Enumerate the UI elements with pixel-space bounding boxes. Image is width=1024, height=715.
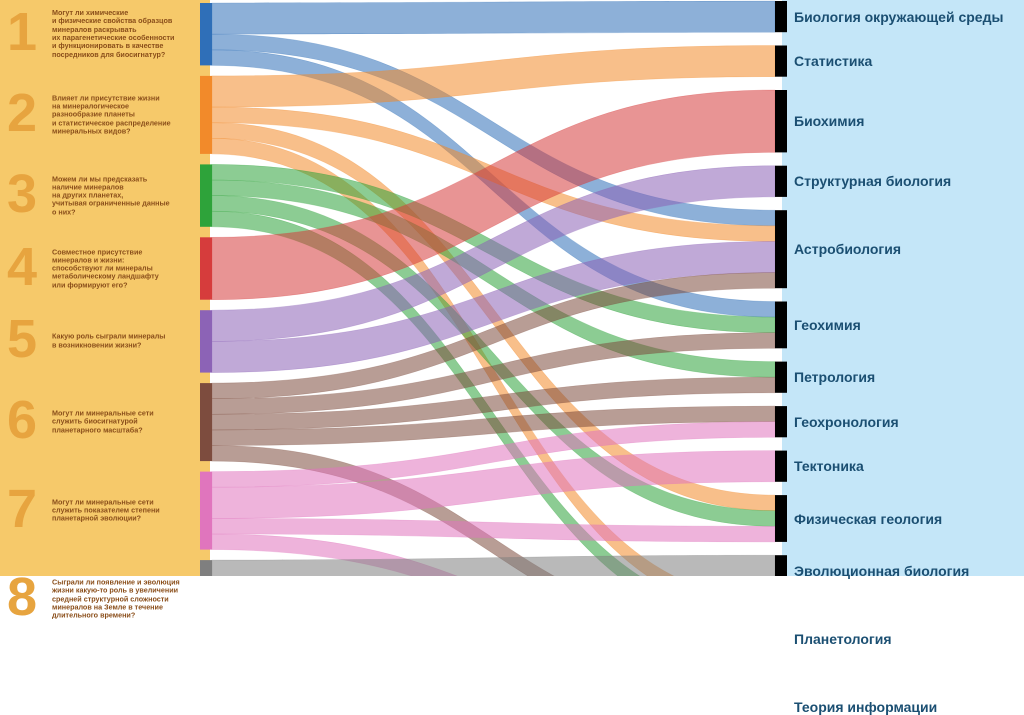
- topic-label: Эволюционная биология: [794, 562, 970, 579]
- questions-panel: [0, 0, 210, 576]
- question-node-bar: [200, 237, 212, 300]
- topic-label: Структурная биология: [794, 173, 952, 190]
- question-number: 5: [6, 309, 38, 370]
- question-node-bar: [200, 383, 212, 462]
- topic-label: Статистика: [794, 53, 873, 70]
- topic-node-bar: [775, 495, 787, 542]
- question-number: 4: [6, 236, 38, 297]
- question-node-bar: [200, 310, 212, 373]
- topic-node-bar: [775, 45, 787, 77]
- topic-label: Геохронология: [794, 413, 899, 430]
- question-text: Могут ли минеральные сети служить показа…: [52, 497, 160, 523]
- topic-label: Физическая геология: [794, 510, 943, 527]
- sankey-diagram: [200, 0, 787, 576]
- topic-node-bars: [775, 1, 787, 576]
- question-number: 6: [6, 390, 38, 451]
- question-node-bar: [200, 164, 212, 227]
- question-text: Какую роль сыграли минералы в возникнове…: [52, 332, 166, 350]
- question-number: 1: [6, 2, 38, 63]
- question-text: Влияет ли присутствие жизни на минералог…: [52, 93, 171, 136]
- topic-label: Тектоника: [794, 458, 864, 475]
- topics-panel: [782, 0, 1024, 576]
- flow-link: [211, 554, 776, 576]
- question-text: Сыграли ли появление и эволюция жизни ка…: [52, 577, 180, 620]
- question-node-bar: [200, 75, 212, 154]
- topic-node-bar: [775, 1, 787, 33]
- topic-node-bar: [775, 165, 787, 197]
- question-node-bar: [200, 471, 212, 550]
- question-number: 3: [6, 163, 38, 224]
- flow-links: [211, 0, 776, 576]
- topic-label: Биохимия: [794, 113, 865, 130]
- question-number: 2: [6, 82, 38, 143]
- topic-node-bar: [775, 555, 787, 576]
- question-text: Можем ли мы предсказать наличие минерало…: [52, 173, 170, 217]
- question-number: 7: [6, 478, 38, 539]
- topic-node-bar: [775, 406, 787, 438]
- topic-node-bar: [775, 210, 787, 289]
- topic-node-bar: [775, 90, 787, 153]
- topic-label: Петрология: [794, 369, 876, 386]
- topic-label: Астробиология: [794, 241, 901, 258]
- question-text: Могут ли минеральные сети служить биосиг…: [52, 408, 154, 435]
- question-number: 8: [6, 567, 38, 628]
- topic-label: Теория информации: [794, 698, 938, 715]
- topic-label: Геохимия: [794, 316, 861, 333]
- topic-node-bar: [775, 301, 787, 349]
- question-text: Совместное присутствие минералов и жизни…: [52, 246, 159, 289]
- question-text: Могут ли химические и физические свойств…: [52, 8, 175, 59]
- question-node-bar: [200, 3, 212, 66]
- question-node-bars: [200, 3, 212, 576]
- topic-node-bar: [775, 361, 787, 393]
- topic-label: Планетология: [794, 630, 892, 647]
- topic-node-bar: [775, 450, 787, 482]
- flow-link: [211, 0, 776, 35]
- topic-label: Биология окружающей среды: [794, 8, 1004, 25]
- question-node-bar: [200, 560, 212, 576]
